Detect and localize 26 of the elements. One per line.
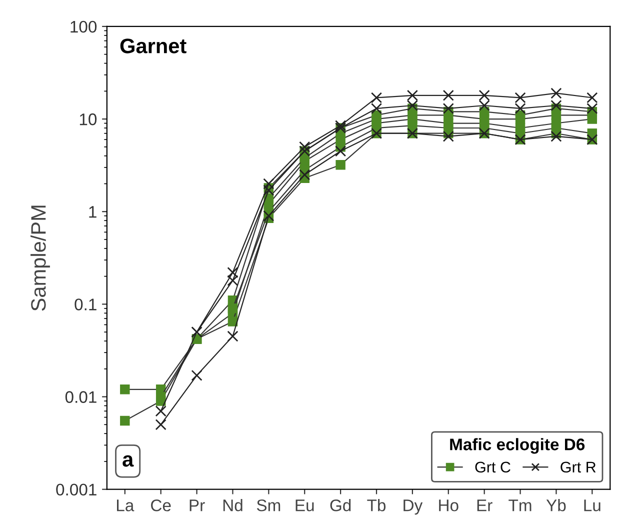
- x-tick-label: Dy: [404, 500, 423, 515]
- y-tick-label: 10: [80, 113, 97, 126]
- x-tick-label: Gd: [330, 499, 351, 512]
- legend-title: Mafic eclogite D6: [450, 438, 585, 454]
- x-tick-label: Tm: [508, 500, 532, 512]
- x-tick-label: Tb: [367, 499, 386, 512]
- legend-label: Grt C: [475, 462, 510, 473]
- y-tick-label: 0.01: [65, 391, 96, 403]
- x-tick-label: Lu: [584, 500, 600, 512]
- x-tick-label: La: [117, 500, 134, 512]
- y-tick-label: 0.1: [74, 298, 96, 310]
- x-tick-label: Pr: [190, 500, 205, 512]
- x-tick-label: Yb: [546, 499, 566, 512]
- legend-label: Grt R: [560, 462, 596, 473]
- x-tick-label: Ce: [151, 499, 171, 512]
- y-tick-label: 0.001: [56, 484, 96, 496]
- y-tick-label: 1: [89, 206, 96, 218]
- annotation: a: [122, 455, 134, 467]
- x-tick-label: Er: [477, 500, 492, 512]
- chart-title: Garnet: [120, 38, 186, 54]
- x-tick-label: Ho: [439, 500, 458, 512]
- y-tick-label: 100: [70, 20, 97, 33]
- y-axis-title: Sample/PM: [30, 206, 50, 311]
- x-tick-label: Nd: [223, 499, 242, 512]
- x-tick-label: Eu: [296, 500, 314, 512]
- x-tick-label: Sm: [256, 499, 280, 512]
